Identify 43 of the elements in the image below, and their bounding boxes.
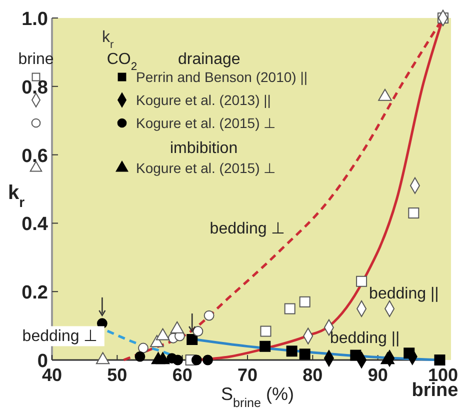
- y-axis-title: k$_{r}$: [8, 182, 26, 210]
- point: [186, 334, 198, 345]
- annotation: drainage: [178, 51, 240, 68]
- point: [204, 310, 214, 321]
- point: [284, 303, 296, 314]
- point: [299, 296, 310, 308]
- point: [356, 276, 368, 287]
- point: [260, 326, 272, 337]
- point: [299, 348, 310, 360]
- annotation: CO$_{2}$: [106, 51, 138, 73]
- annotation: bedding ⊥: [210, 220, 286, 238]
- annotation: bedding ||: [369, 285, 439, 302]
- x-axis-title: S$_{brine}$ (%): [220, 384, 294, 410]
- point: [191, 354, 202, 366]
- point: [172, 354, 183, 366]
- point: [434, 354, 446, 366]
- text: brine: [412, 380, 458, 401]
- annotation: bedding ⊥: [22, 328, 98, 346]
- legend-label: Perrin and Benson (2010) ||: [136, 69, 308, 85]
- point: [260, 340, 271, 352]
- y-tick-label: 1.0: [22, 9, 48, 30]
- point: [138, 342, 148, 354]
- legend-label: Kogure et al. (2013) ||: [136, 92, 271, 108]
- y-tick-label: 0.2: [22, 282, 48, 304]
- annotation: bedding ||: [330, 330, 400, 347]
- x-tick-label: 80: [302, 365, 323, 385]
- annotation: brine: [18, 51, 54, 68]
- y-tick-label: 0.4: [22, 214, 48, 236]
- x-tick-label: 90: [368, 365, 388, 385]
- x-tick-label: 60: [172, 365, 192, 385]
- point: [134, 351, 146, 362]
- point: [192, 326, 204, 336]
- point: [202, 354, 213, 366]
- legend-label: Kogure et al. (2015) ⊥: [136, 160, 276, 176]
- x-tick-label: 50: [107, 365, 128, 385]
- legend-title: k$_{r}$: [102, 29, 114, 51]
- y-tick-label: 0.8: [22, 77, 48, 98]
- y-tick-label: 0.6: [22, 146, 48, 167]
- point: [408, 207, 420, 218]
- legend-label: Kogure et al. (2015) ⊥: [136, 115, 276, 131]
- x-tick-label: 70: [237, 365, 258, 385]
- point: [286, 346, 298, 357]
- annotation: imbibition: [170, 140, 238, 157]
